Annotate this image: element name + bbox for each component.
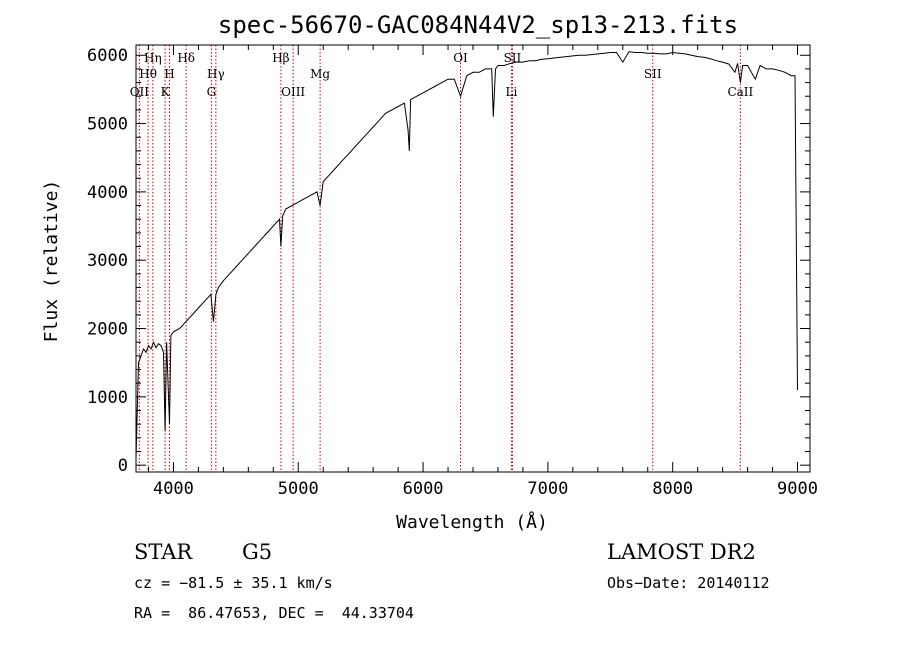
- marker-label: Hδ: [177, 51, 195, 65]
- redshift-info: cz = −81.5 ± 35.1 km/s: [134, 574, 333, 592]
- marker-label: Hη: [144, 51, 162, 65]
- x-tick-label: 9000: [777, 479, 818, 499]
- marker-label: Mg: [310, 67, 330, 81]
- x-tick-label: 6000: [403, 479, 444, 499]
- y-tick-label: 1000: [87, 388, 128, 408]
- marker-label: Li: [506, 85, 518, 99]
- spectrum-line: [135, 51, 798, 459]
- marker-label: Hβ: [272, 51, 289, 65]
- y-tick-label: 3000: [87, 251, 128, 271]
- survey-name: LAMOST DR2: [607, 540, 756, 564]
- y-axis-label: Flux (relative): [41, 180, 62, 343]
- marker-label: OII: [130, 85, 150, 99]
- x-tick-label: 4000: [153, 479, 194, 499]
- marker-label: CaII: [727, 85, 753, 99]
- plot-frame: [135, 44, 811, 473]
- marker-label: G: [207, 85, 217, 99]
- y-tick-label: 5000: [87, 115, 128, 135]
- marker-label: OI: [453, 51, 468, 65]
- object-subclass: G5: [242, 540, 273, 564]
- marker-label: H: [164, 67, 174, 81]
- marker-label: Hγ: [207, 67, 225, 81]
- y-tick-label: 6000: [87, 46, 128, 66]
- x-axis-label: Wavelength (Å): [396, 511, 548, 533]
- marker-label: SII: [644, 67, 662, 81]
- x-tick-label: 7000: [527, 479, 568, 499]
- y-tick-label: 2000: [87, 320, 128, 340]
- marker-label: OIII: [281, 85, 305, 99]
- marker-label: SII: [504, 51, 522, 65]
- y-tick-label: 4000: [87, 183, 128, 203]
- y-tick-label: 0: [118, 456, 128, 476]
- observation-date: Obs−Date: 20140112: [607, 574, 770, 592]
- chart-title: spec-56670-GAC084N44V2_sp13-213.fits: [218, 11, 738, 39]
- axes: 4000 5000 6000 7000 8000 9000 0 1000 2000 3000 400…: [87, 45, 818, 499]
- marker-label: K: [161, 85, 171, 99]
- object-class: STAR: [134, 540, 193, 564]
- x-tick-label: 8000: [652, 479, 693, 499]
- marker-label: Hθ: [139, 67, 157, 81]
- x-tick-label: 5000: [278, 479, 319, 499]
- coordinates: RA = 86.47653, DEC = 44.33704: [134, 604, 414, 622]
